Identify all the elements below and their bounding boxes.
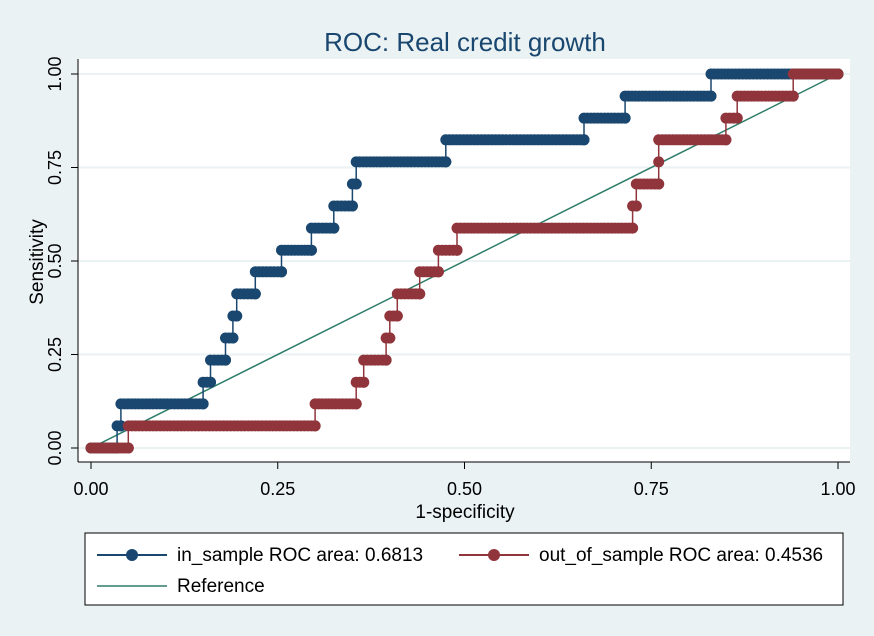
data-point — [380, 354, 392, 366]
legend-marker-in-sample — [126, 549, 138, 561]
data-point — [276, 266, 287, 278]
x-tick-label: 1.00 — [820, 479, 855, 499]
legend-marker-out-of-sample — [488, 549, 500, 561]
legend-box — [84, 532, 844, 606]
data-point — [220, 354, 231, 366]
x-tick-label: 0.50 — [447, 479, 482, 499]
data-point — [705, 90, 717, 102]
data-point — [432, 266, 444, 278]
data-point — [630, 200, 642, 212]
data-point — [414, 288, 426, 300]
data-point — [350, 178, 362, 190]
data-point — [653, 156, 665, 168]
data-point — [231, 310, 243, 322]
data-point — [305, 244, 317, 256]
legend-label-reference: Reference — [177, 576, 265, 597]
series-group — [85, 68, 844, 454]
series-out_of_sample — [85, 68, 844, 454]
y-tick-label: 0.75 — [45, 150, 65, 185]
legend-label-in-sample: in_sample ROC area: 0.6813 — [177, 545, 423, 566]
legend: in_sample ROC area: 0.6813 out_of_sample… — [84, 532, 844, 606]
data-point — [197, 398, 209, 410]
data-point — [619, 112, 631, 124]
data-point — [384, 332, 396, 344]
data-point — [350, 398, 362, 410]
data-point — [205, 376, 216, 388]
chart-title: ROC: Real credit growth — [324, 27, 606, 57]
data-point — [122, 442, 134, 454]
data-point — [249, 288, 261, 300]
x-axis-title: 1-specificity — [415, 502, 515, 523]
data-point — [309, 420, 321, 432]
x-tick-label: 0.00 — [73, 479, 108, 499]
data-point — [358, 376, 370, 388]
data-point — [227, 332, 239, 344]
data-point — [832, 68, 844, 80]
x-tick-label: 0.25 — [260, 479, 295, 499]
data-point — [627, 222, 639, 234]
data-point — [731, 112, 743, 124]
data-point — [440, 156, 452, 168]
data-point — [391, 310, 403, 322]
y-tick-label: 0.00 — [45, 430, 65, 465]
data-point — [346, 200, 358, 212]
data-point — [451, 244, 463, 256]
data-point — [720, 134, 732, 146]
data-point — [328, 222, 340, 234]
y-tick-label: 0.50 — [45, 243, 65, 278]
y-tick-label: 0.25 — [45, 337, 65, 372]
data-point — [787, 90, 799, 102]
axes: 0.00 0.25 0.50 0.75 1.00 0.00 0.25 0.50 0.75 1.00 — [45, 56, 856, 499]
data-point — [653, 178, 665, 190]
x-tick-label: 0.75 — [634, 479, 669, 499]
y-axis-title: Sensitivity — [27, 219, 48, 305]
data-point — [578, 134, 590, 146]
y-tick-label: 1.00 — [45, 56, 65, 91]
legend-label-out-of-sample: out_of_sample ROC area: 0.4536 — [539, 545, 823, 566]
